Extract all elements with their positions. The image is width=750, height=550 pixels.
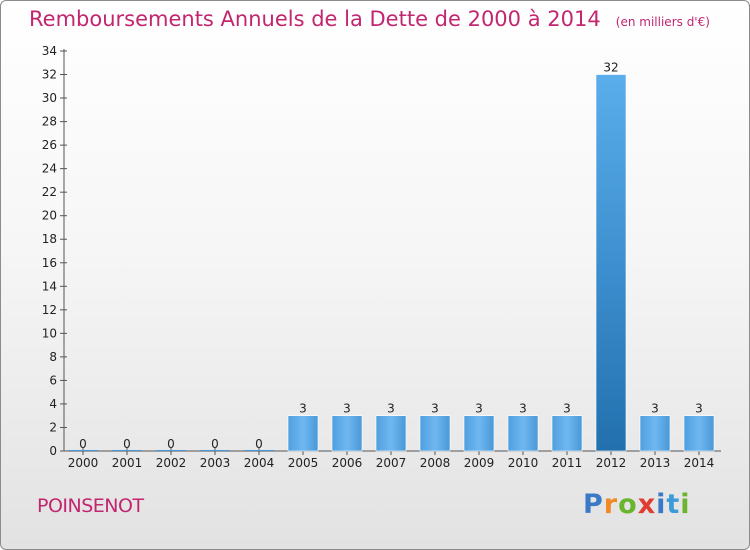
data-label: 3 bbox=[475, 402, 483, 416]
bar bbox=[375, 415, 407, 452]
y-tick-label: 30 bbox=[42, 91, 57, 105]
bar bbox=[200, 450, 230, 451]
y-tick-label: 22 bbox=[42, 185, 57, 199]
bars bbox=[68, 74, 715, 452]
bar bbox=[595, 74, 627, 452]
data-label: 0 bbox=[123, 437, 131, 451]
y-tick-label: 0 bbox=[49, 444, 57, 458]
x-tick-label: 2008 bbox=[420, 456, 451, 470]
brand-logo: Proxiti bbox=[583, 489, 691, 520]
x-tick-label: 2004 bbox=[244, 456, 275, 470]
y-tick-label: 6 bbox=[49, 373, 57, 387]
x-tick-label: 2005 bbox=[288, 456, 319, 470]
x-tick-label: 2011 bbox=[552, 456, 583, 470]
logo-letter: P bbox=[583, 489, 604, 520]
logo-letter: r bbox=[603, 489, 619, 520]
y-tick-label: 20 bbox=[42, 209, 57, 223]
x-tick-label: 2006 bbox=[332, 456, 363, 470]
data-label: 0 bbox=[79, 437, 87, 451]
chart-subtitle: (en milliers d'€) bbox=[615, 15, 710, 29]
data-labels: 0 0 0 0 0 3 3 3 3 3 3 3 32 3 3 bbox=[79, 61, 703, 451]
y-tick-label: 28 bbox=[42, 115, 57, 129]
y-tick-label: 2 bbox=[49, 420, 57, 434]
bar bbox=[244, 450, 274, 451]
bar bbox=[551, 415, 583, 452]
bar bbox=[331, 415, 363, 452]
y-tick-label: 24 bbox=[42, 162, 57, 176]
data-label: 32 bbox=[603, 61, 618, 75]
y-tick-label: 18 bbox=[42, 232, 57, 246]
y-tick-label: 26 bbox=[42, 138, 57, 152]
x-tick-label: 2009 bbox=[464, 456, 495, 470]
data-label: 3 bbox=[563, 402, 571, 416]
x-tick-label: 2000 bbox=[68, 456, 99, 470]
y-tick-label: 16 bbox=[42, 256, 57, 270]
y-tick-label: 34 bbox=[42, 44, 57, 58]
data-label: 0 bbox=[167, 437, 175, 451]
y-tick-label: 32 bbox=[42, 68, 57, 82]
logo-letter: t bbox=[666, 489, 681, 520]
bar bbox=[156, 450, 186, 451]
x-tick-label: 2002 bbox=[156, 456, 187, 470]
y-tick-label: 10 bbox=[42, 326, 57, 340]
y-tick-label: 8 bbox=[49, 350, 57, 364]
bar bbox=[112, 450, 142, 451]
logo-letter: o bbox=[618, 489, 638, 520]
y-tick-label: 12 bbox=[42, 303, 57, 317]
bar bbox=[507, 415, 539, 452]
data-label: 3 bbox=[519, 402, 527, 416]
data-label: 0 bbox=[211, 437, 219, 451]
x-tick-label: 2001 bbox=[112, 456, 143, 470]
bar bbox=[639, 415, 671, 452]
x-tick-label: 2003 bbox=[200, 456, 231, 470]
data-label: 3 bbox=[299, 402, 307, 416]
bar bbox=[68, 450, 98, 451]
x-tick-label: 2007 bbox=[376, 456, 407, 470]
x-tick-label: 2012 bbox=[596, 456, 627, 470]
y-tick-label: 14 bbox=[42, 279, 57, 293]
place-name: POINSENOT bbox=[37, 495, 144, 517]
logo-letter: i bbox=[656, 489, 667, 520]
data-label: 3 bbox=[651, 402, 659, 416]
logo-letter: x bbox=[637, 489, 657, 520]
bar bbox=[463, 415, 495, 452]
data-label: 3 bbox=[695, 402, 703, 416]
chart-title: Remboursements Annuels de la Dette de 20… bbox=[29, 7, 601, 31]
bar bbox=[419, 415, 451, 452]
title-row: Remboursements Annuels de la Dette de 20… bbox=[29, 7, 710, 31]
x-tick-label: 2014 bbox=[684, 456, 715, 470]
bar bbox=[287, 415, 319, 452]
data-label: 3 bbox=[343, 402, 351, 416]
x-tick-label: 2013 bbox=[640, 456, 671, 470]
x-tick-label: 2010 bbox=[508, 456, 539, 470]
data-label: 3 bbox=[431, 402, 439, 416]
bar bbox=[683, 415, 715, 452]
data-label: 3 bbox=[387, 402, 395, 416]
data-label: 0 bbox=[255, 437, 263, 451]
logo-letter: i bbox=[680, 489, 691, 520]
y-tick-label: 4 bbox=[49, 397, 57, 411]
